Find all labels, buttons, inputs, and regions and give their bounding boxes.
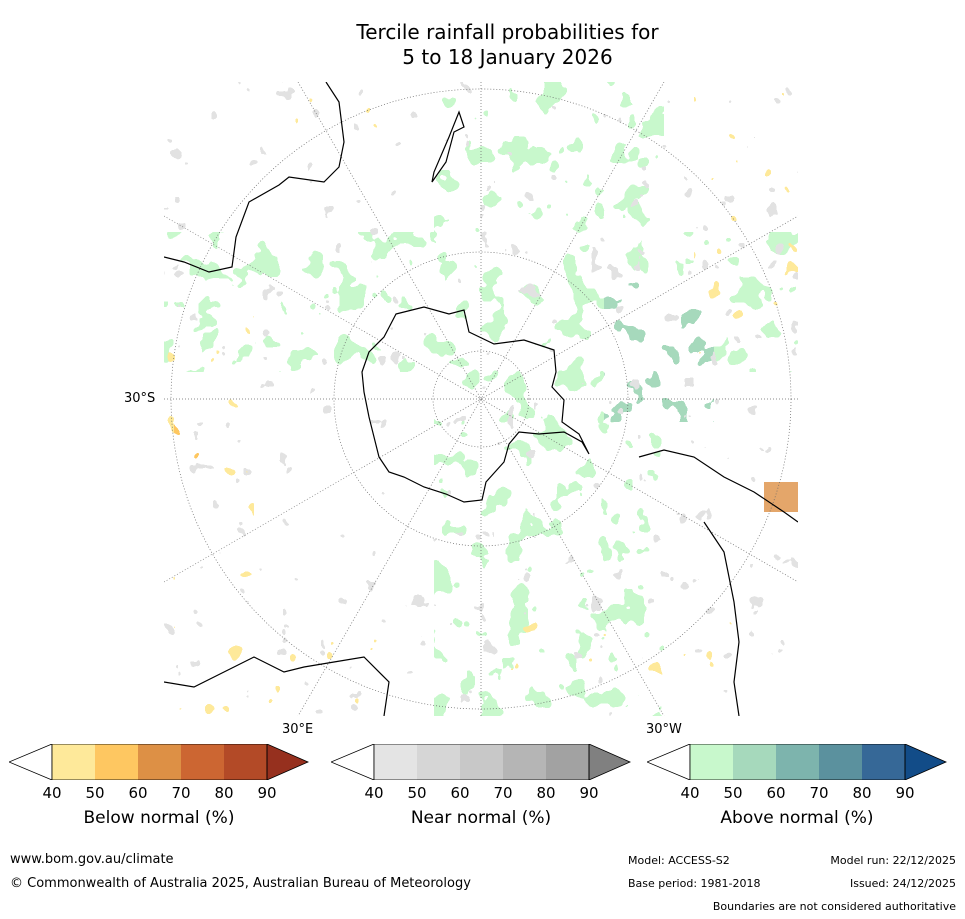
below-bin-80-90: [224, 744, 267, 780]
below-normal-shading: [164, 82, 798, 716]
near-bin-80-90: [546, 744, 589, 780]
below-bin-50-60: [95, 744, 138, 780]
above-tick-70: 70: [809, 784, 829, 802]
above-bin-80-90: [862, 744, 905, 780]
south-america-coastline: [638, 449, 798, 716]
near-tick-50: 50: [407, 784, 427, 802]
near-bin-60-70: [460, 744, 503, 780]
above-bin-70-80: [819, 744, 862, 780]
lat-label-30s: 30°S: [124, 391, 156, 406]
near-bin-70-80: [503, 744, 546, 780]
above-tick-40: 40: [680, 784, 700, 802]
above-tick-80: 80: [852, 784, 872, 802]
graticule: [164, 82, 798, 716]
map-svg: [164, 82, 798, 716]
near-tick-90: 90: [579, 784, 599, 802]
colorbar-near-normal: [331, 744, 631, 780]
above-bin-50-60: [733, 744, 776, 780]
disclaimer-text: Boundaries are not considered authoritat…: [712, 900, 956, 913]
below-tick-50: 50: [85, 784, 105, 802]
below-bin-40-50: [52, 744, 95, 780]
colorbar-above-normal: [647, 744, 947, 780]
below-tick-90: 90: [257, 784, 277, 802]
coastlines: [164, 82, 798, 716]
below-bin-70-80: [181, 744, 224, 780]
polar-map: [164, 82, 798, 716]
base-period-text: Base period: 1981-2018: [628, 877, 761, 890]
below-bin-60-70: [138, 744, 181, 780]
colorbar-below-normal: [9, 744, 309, 780]
website-link[interactable]: www.bom.gov.au/climate: [10, 852, 174, 867]
title-line-1: Tercile rainfall probabilities for: [356, 20, 659, 44]
copyright-text: © Commonwealth of Australia 2025, Austra…: [10, 876, 471, 891]
lon-label-30e: 30°E: [282, 722, 314, 737]
near-bin-40-50: [374, 744, 417, 780]
above-tick-90: 90: [895, 784, 915, 802]
lon-label-30w: 30°W: [646, 722, 682, 737]
model-text: Model: ACCESS-S2: [628, 854, 730, 867]
below-tick-70: 70: [171, 784, 191, 802]
above-bin-40-50: [690, 744, 733, 780]
below-tick-80: 80: [214, 784, 234, 802]
below-tick-40: 40: [42, 784, 62, 802]
above-tick-60: 60: [766, 784, 786, 802]
chart-title: Tercile rainfall probabilities for 5 to …: [0, 20, 965, 70]
new-zealand-coastline: [431, 110, 465, 183]
above-tick-50: 50: [723, 784, 743, 802]
above-bin-60-70: [776, 744, 819, 780]
model-run-text: Model run: 22/12/2025: [830, 854, 956, 867]
near-normal-label: Near normal (%): [410, 808, 552, 828]
near-tick-40: 40: [364, 784, 384, 802]
africa-coastline: [164, 656, 390, 716]
near-bin-50-60: [417, 744, 460, 780]
issued-text: Issued: 24/12/2025: [849, 877, 956, 890]
near-tick-70: 70: [493, 784, 513, 802]
below-tick-60: 60: [128, 784, 148, 802]
below-normal-label: Below normal (%): [83, 808, 235, 828]
near-tick-80: 80: [536, 784, 556, 802]
above-normal-label: Above normal (%): [720, 808, 874, 828]
below-normal-hotspot: [764, 482, 798, 512]
near-tick-60: 60: [450, 784, 470, 802]
antarctica-coastline: [361, 306, 590, 503]
australia-coastline: [164, 82, 345, 273]
title-line-2: 5 to 18 January 2026: [402, 45, 613, 69]
